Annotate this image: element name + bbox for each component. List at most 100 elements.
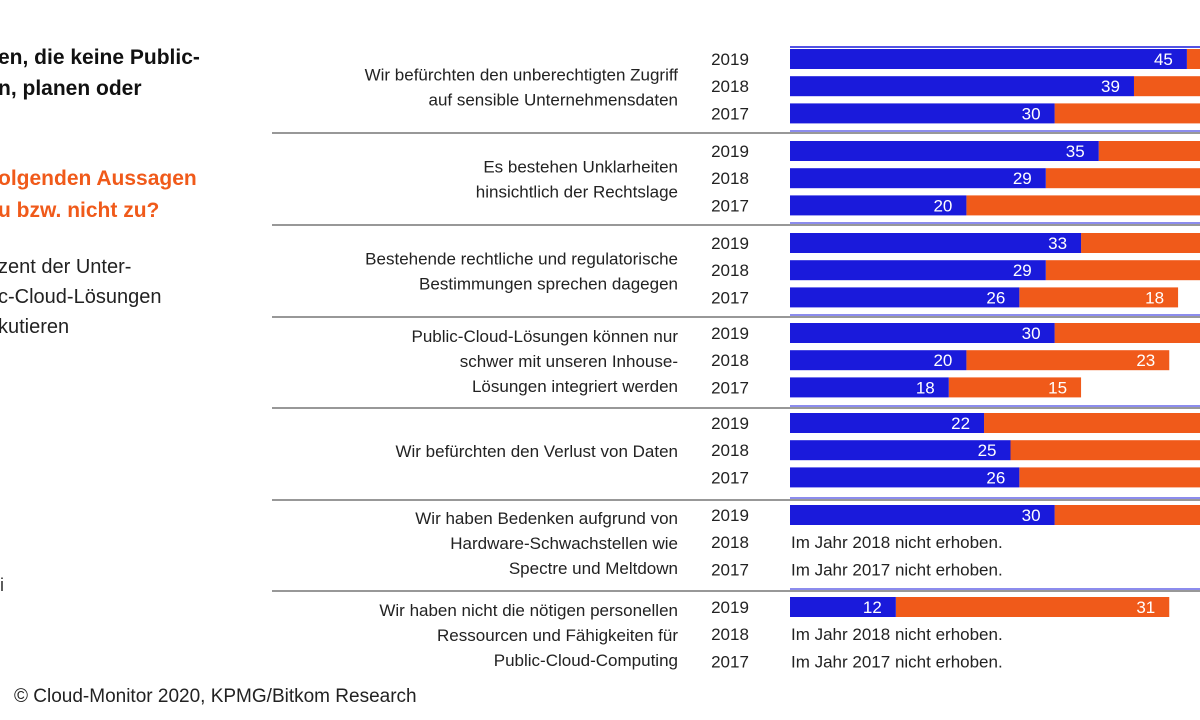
year-label: 2017 (711, 288, 749, 307)
bar-segment-blue (790, 233, 1082, 253)
bar-segment-orange (1098, 141, 1200, 161)
category-label: Wir befürchten den Verlust von Daten (395, 442, 678, 461)
data-label-blue: 18 (916, 378, 935, 397)
data-label-blue: 33 (1048, 234, 1067, 253)
category-label: Wir befürchten den unberechtigten Zugrif… (365, 66, 679, 85)
copyright-footer: © Cloud-Monitor 2020, KPMG/Bitkom Resear… (14, 686, 417, 707)
year-label: 2018 (711, 351, 749, 370)
year-label: 2018 (711, 441, 749, 460)
year-label: 2019 (711, 142, 749, 161)
bar-segment-orange (1019, 467, 1200, 488)
data-label-blue: 45 (1154, 50, 1173, 69)
year-label: 2019 (711, 50, 749, 69)
bar-segment-blue (790, 49, 1187, 69)
category-label: schwer mit unseren Inhouse- (460, 352, 678, 371)
data-label-blue: 35 (1066, 142, 1085, 161)
edge-mark: i (0, 575, 4, 595)
bar-segment-orange (948, 377, 1082, 398)
data-label-blue: 12 (863, 598, 882, 617)
question-line-2: u bzw. nicht zu? (0, 199, 160, 222)
category-label: Hardware-Schwachstellen wie (450, 534, 678, 553)
year-label: 2018 (711, 533, 749, 552)
year-label: 2018 (711, 77, 749, 96)
bar-segment-orange (966, 195, 1200, 216)
data-label-blue: 29 (1013, 261, 1032, 280)
category-label: Public-Cloud-Computing (494, 651, 678, 670)
category-label: Es bestehen Unklarheiten (483, 158, 678, 177)
bar-segment-blue (790, 350, 967, 371)
data-label-orange: 18 (1145, 288, 1164, 307)
bar-segment-orange (1054, 505, 1200, 525)
bar-segment-blue (790, 467, 1020, 488)
bar-segment-blue (790, 103, 1055, 124)
category-label: Wir haben nicht die nötigen personellen (379, 601, 678, 620)
data-label-orange: 31 (1136, 598, 1155, 617)
year-label: 2017 (711, 560, 749, 579)
bar-segment-orange (1186, 49, 1200, 69)
bar-segment-blue (790, 323, 1055, 343)
data-label-orange: 15 (1048, 378, 1067, 397)
bar-segment-blue (790, 597, 896, 617)
bar-segment-orange (1054, 103, 1200, 124)
category-label: Public-Cloud-Lösungen können nur (411, 327, 678, 346)
bar-segment-blue (790, 168, 1046, 189)
not-surveyed-note: Im Jahr 2018 nicht erhoben. (791, 533, 1003, 552)
data-label-blue: 22 (951, 414, 970, 433)
bar-segment-blue (790, 76, 1134, 97)
year-label: 2019 (711, 506, 749, 525)
bar-segment-blue (790, 287, 1020, 308)
category-label: Bestehende rechtliche und regulatorische (365, 250, 678, 269)
bar-segment-orange (984, 413, 1200, 433)
year-label: 2018 (711, 169, 749, 188)
data-label-blue: 39 (1101, 77, 1120, 96)
bar-segment-orange (1019, 287, 1179, 308)
bar-segment-orange (1081, 233, 1200, 253)
data-label-blue: 30 (1022, 506, 1041, 525)
not-surveyed-note: Im Jahr 2017 nicht erhoben. (791, 560, 1003, 579)
bar-segment-orange (1054, 323, 1200, 343)
year-label: 2018 (711, 625, 749, 644)
bar-segment-orange (1010, 440, 1200, 461)
year-label: 2018 (711, 261, 749, 280)
bar-segment-orange (1045, 260, 1200, 281)
bar-segment-orange (966, 350, 1170, 371)
category-label: auf sensible Unternehmensdaten (429, 91, 679, 110)
year-label: 2017 (711, 196, 749, 215)
category-label: Ressourcen und Fähigkeiten für (437, 626, 678, 645)
year-label: 2017 (711, 104, 749, 123)
bar-segment-orange (895, 597, 1170, 617)
year-label: 2019 (711, 414, 749, 433)
bar-segment-orange (1133, 76, 1200, 97)
category-label: hinsichtlich der Rechtslage (476, 183, 678, 202)
bar-segment-blue (790, 440, 1011, 461)
note-line-1: zent der Unter- (0, 256, 132, 278)
not-surveyed-note: Im Jahr 2018 nicht erhoben. (791, 625, 1003, 644)
category-label: Spectre und Meltdown (509, 559, 678, 578)
data-label-blue: 20 (933, 351, 952, 370)
question-line-1: olgenden Aussagen (0, 167, 197, 190)
data-label-blue: 30 (1022, 324, 1041, 343)
heading-line-1: en, die keine Public- (0, 46, 200, 69)
bar-segment-blue (790, 141, 1099, 161)
bar-segment-blue (790, 413, 985, 433)
category-label: Lösungen integriert werden (472, 377, 678, 396)
year-label: 2017 (711, 468, 749, 487)
note-line-3: kutieren (0, 316, 70, 338)
year-label: 2019 (711, 324, 749, 343)
data-label-blue: 26 (986, 468, 1005, 487)
data-label-blue: 29 (1013, 169, 1032, 188)
not-surveyed-note: Im Jahr 2017 nicht erhoben. (791, 652, 1003, 671)
bar-segment-blue (790, 195, 967, 216)
data-label-blue: 30 (1022, 104, 1041, 123)
data-label-blue: 26 (986, 288, 1005, 307)
year-label: 2017 (711, 652, 749, 671)
bar-segment-orange (1045, 168, 1200, 189)
bar-segment-blue (790, 505, 1055, 525)
bar-segment-blue (790, 377, 949, 398)
category-label: Bestimmungen sprechen dagegen (419, 275, 678, 294)
left-panel: en, die keine Public- n, planen oder olg… (0, 0, 270, 720)
heading-line-2: n, planen oder (0, 77, 142, 100)
year-label: 2019 (711, 234, 749, 253)
category-label: Wir haben Bedenken aufgrund von (415, 509, 678, 528)
